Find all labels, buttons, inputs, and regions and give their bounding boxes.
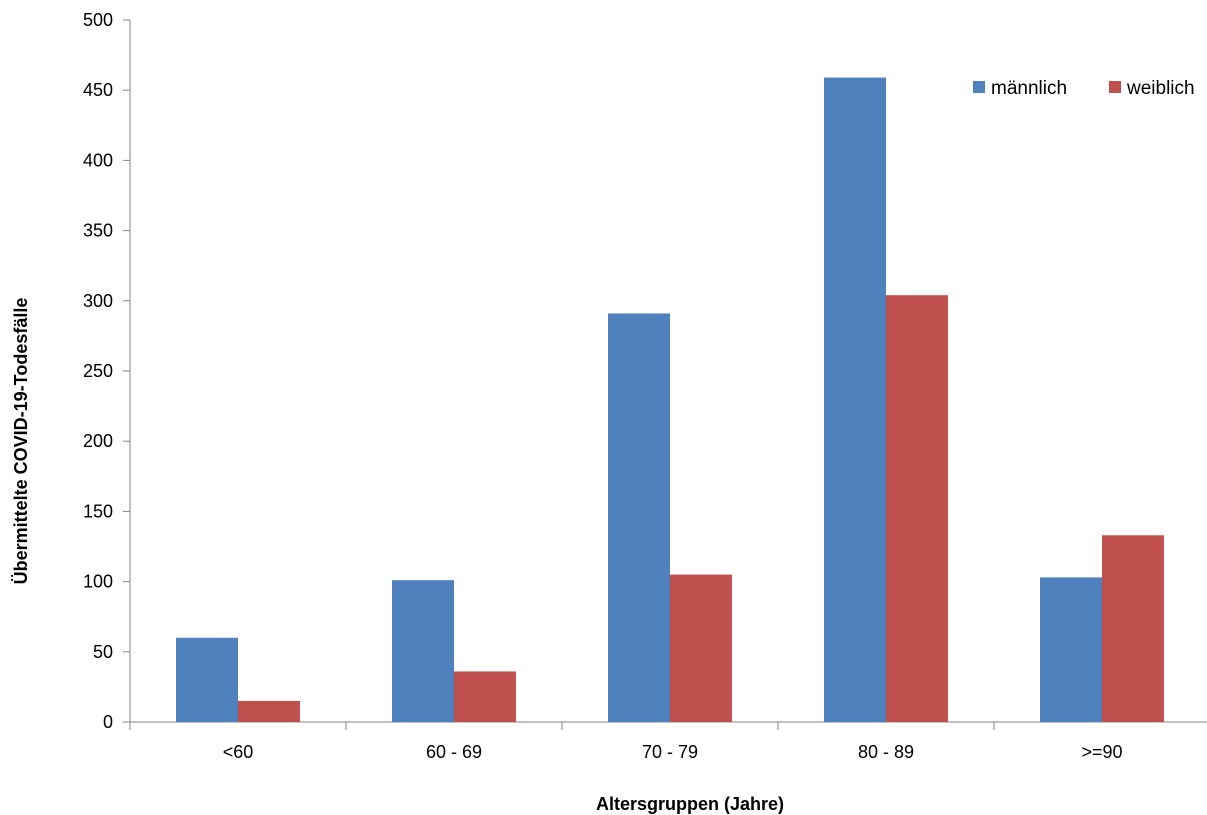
x-tick-label: 80 - 89 — [858, 742, 914, 762]
bar-maennlich — [176, 637, 238, 722]
bar-weiblich — [1102, 535, 1164, 722]
legend-swatch — [1109, 81, 1121, 93]
bar-maennlich — [392, 580, 454, 722]
bar-maennlich — [608, 313, 670, 722]
y-tick-label: 300 — [83, 291, 113, 311]
y-tick-label: 200 — [83, 431, 113, 451]
bar-weiblich — [454, 671, 516, 722]
y-tick-label: 450 — [83, 80, 113, 100]
bar-maennlich — [824, 77, 886, 722]
y-tick-label: 500 — [83, 10, 113, 30]
legend-label: weiblich — [1126, 78, 1195, 99]
x-axis-title: Altersgruppen (Jahre) — [596, 794, 784, 814]
x-tick-label: 70 - 79 — [642, 742, 698, 762]
y-tick-label: 350 — [83, 221, 113, 241]
bars — [176, 77, 1164, 722]
y-axis: 0 50 100 150 200 250 300 350 400 450 500 — [83, 10, 131, 732]
x-axis: <60 60 - 69 70 - 79 80 - 89 >=90 — [129, 721, 1207, 762]
legend-label: männlich — [991, 78, 1067, 99]
bar-weiblich — [670, 574, 732, 722]
x-tick-label: >=90 — [1081, 742, 1122, 762]
y-axis-title: Übermittelte COVID-19-Todesfälle — [11, 298, 31, 585]
bar-maennlich — [1040, 577, 1102, 722]
y-tick-label: 250 — [83, 361, 113, 381]
y-tick-label: 400 — [83, 150, 113, 170]
bar-weiblich — [238, 700, 300, 722]
y-tick-label: 0 — [103, 712, 113, 732]
y-tick-label: 50 — [93, 642, 113, 662]
x-tick-label: <60 — [223, 742, 254, 762]
y-tick-label: 100 — [83, 572, 113, 592]
y-tick-label: 150 — [83, 501, 113, 521]
legend-swatch — [973, 81, 985, 93]
bar-weiblich — [886, 295, 948, 722]
legend: männlich weiblich — [973, 78, 1195, 99]
x-tick-label: 60 - 69 — [426, 742, 482, 762]
